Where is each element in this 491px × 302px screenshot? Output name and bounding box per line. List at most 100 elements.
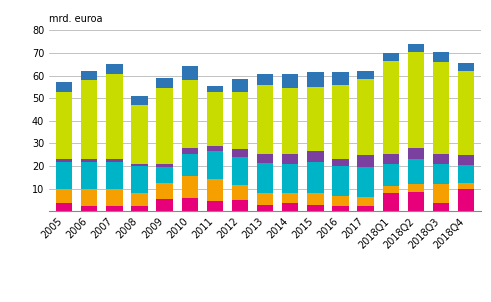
- Bar: [408, 159, 424, 184]
- Bar: [458, 189, 474, 211]
- Bar: [307, 162, 324, 193]
- Bar: [357, 71, 374, 79]
- Bar: [106, 162, 123, 189]
- Bar: [458, 63, 474, 71]
- Bar: [157, 88, 173, 164]
- Bar: [357, 79, 374, 155]
- Bar: [382, 154, 399, 164]
- Bar: [382, 53, 399, 61]
- Bar: [106, 64, 123, 74]
- Bar: [232, 149, 248, 157]
- Bar: [132, 105, 148, 164]
- Bar: [282, 204, 299, 211]
- Bar: [332, 166, 349, 196]
- Bar: [433, 154, 449, 164]
- Bar: [433, 52, 449, 62]
- Bar: [332, 159, 349, 166]
- Bar: [357, 155, 374, 167]
- Bar: [408, 192, 424, 211]
- Bar: [232, 92, 248, 149]
- Bar: [106, 206, 123, 211]
- Bar: [408, 44, 424, 52]
- Bar: [81, 162, 97, 189]
- Bar: [106, 189, 123, 206]
- Bar: [282, 193, 299, 204]
- Bar: [307, 193, 324, 205]
- Bar: [157, 164, 173, 167]
- Bar: [157, 183, 173, 199]
- Bar: [56, 82, 72, 92]
- Bar: [81, 71, 97, 80]
- Bar: [458, 71, 474, 155]
- Bar: [232, 185, 248, 200]
- Bar: [257, 154, 273, 163]
- Bar: [282, 154, 299, 164]
- Bar: [182, 176, 198, 198]
- Bar: [382, 164, 399, 187]
- Bar: [56, 162, 72, 189]
- Bar: [157, 199, 173, 211]
- Bar: [282, 88, 299, 154]
- Bar: [207, 151, 223, 178]
- Bar: [56, 159, 72, 162]
- Bar: [207, 201, 223, 211]
- Bar: [257, 85, 273, 154]
- Bar: [433, 204, 449, 211]
- Bar: [232, 157, 248, 185]
- Bar: [458, 165, 474, 183]
- Bar: [207, 178, 223, 201]
- Bar: [207, 86, 223, 92]
- Bar: [332, 85, 349, 159]
- Bar: [307, 205, 324, 211]
- Bar: [132, 164, 148, 166]
- Bar: [257, 163, 273, 193]
- Bar: [157, 78, 173, 88]
- Bar: [458, 155, 474, 165]
- Bar: [81, 206, 97, 211]
- Bar: [106, 74, 123, 159]
- Bar: [257, 193, 273, 205]
- Bar: [433, 184, 449, 204]
- Bar: [282, 74, 299, 88]
- Bar: [332, 196, 349, 206]
- Bar: [332, 206, 349, 211]
- Bar: [56, 189, 72, 204]
- Bar: [382, 186, 399, 193]
- Bar: [132, 193, 148, 206]
- Bar: [458, 183, 474, 189]
- Bar: [408, 148, 424, 159]
- Bar: [132, 96, 148, 105]
- Bar: [357, 206, 374, 211]
- Bar: [232, 200, 248, 211]
- Bar: [182, 198, 198, 211]
- Bar: [132, 166, 148, 193]
- Bar: [182, 148, 198, 154]
- Bar: [332, 72, 349, 85]
- Bar: [382, 61, 399, 154]
- Bar: [106, 159, 123, 162]
- Bar: [282, 164, 299, 193]
- Bar: [182, 80, 198, 148]
- Bar: [182, 66, 198, 80]
- Bar: [408, 184, 424, 192]
- Bar: [81, 189, 97, 206]
- Bar: [207, 146, 223, 151]
- Bar: [81, 159, 97, 162]
- Bar: [382, 193, 399, 211]
- Bar: [307, 87, 324, 151]
- Bar: [232, 79, 248, 92]
- Bar: [307, 72, 324, 87]
- Bar: [56, 204, 72, 211]
- Bar: [357, 197, 374, 206]
- Bar: [81, 80, 97, 159]
- Bar: [56, 92, 72, 159]
- Bar: [408, 52, 424, 148]
- Bar: [433, 62, 449, 154]
- Bar: [182, 154, 198, 176]
- Bar: [132, 206, 148, 211]
- Bar: [157, 167, 173, 183]
- Bar: [207, 92, 223, 146]
- Bar: [257, 205, 273, 211]
- Text: mrd. euroa: mrd. euroa: [49, 14, 103, 24]
- Bar: [357, 167, 374, 197]
